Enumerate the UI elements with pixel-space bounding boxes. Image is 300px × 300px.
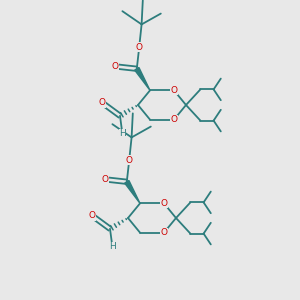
Text: O: O <box>160 228 167 237</box>
Text: O: O <box>170 115 178 124</box>
Text: O: O <box>98 98 106 107</box>
Text: O: O <box>170 86 178 95</box>
Text: O: O <box>102 175 109 184</box>
Polygon shape <box>125 181 140 203</box>
Text: O: O <box>160 199 167 208</box>
Polygon shape <box>135 68 150 90</box>
Text: H: H <box>109 242 116 251</box>
Text: O: O <box>112 62 119 71</box>
Text: O: O <box>88 211 95 220</box>
Text: H: H <box>119 129 126 138</box>
Text: O: O <box>126 156 133 165</box>
Text: O: O <box>136 43 143 52</box>
